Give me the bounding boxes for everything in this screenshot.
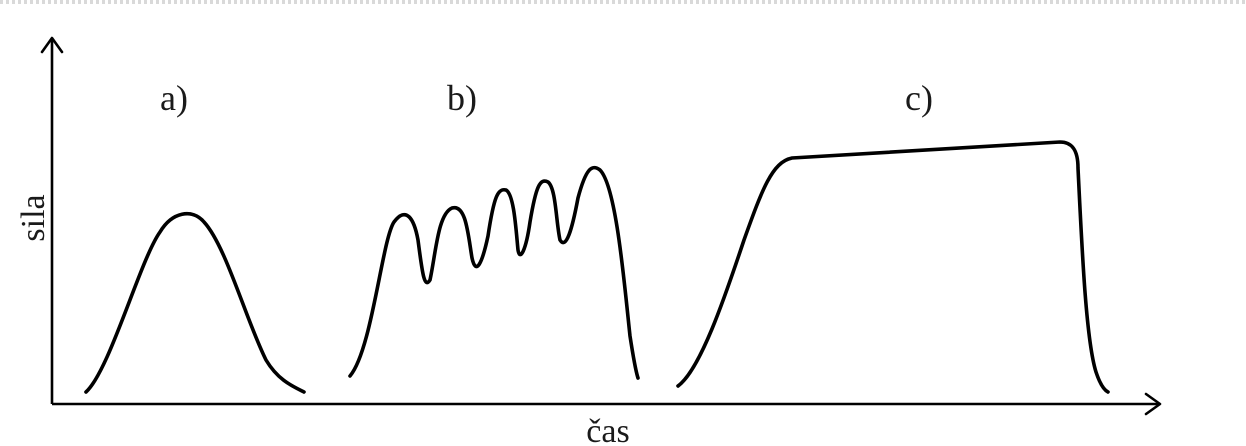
- x-axis-label: čas: [586, 413, 629, 446]
- top-dotted-border: [0, 0, 1246, 4]
- panel-b-label: b): [447, 78, 477, 118]
- curve-c-plateau: [676, 140, 1110, 394]
- curve-b-oscillating-peaks: [348, 165, 640, 380]
- panel-a-label: a): [160, 78, 188, 118]
- y-axis-arrow: [40, 36, 64, 54]
- panel-c-label: c): [905, 78, 933, 118]
- x-axis-arrow: [1144, 392, 1162, 416]
- y-axis-label: sila: [15, 194, 52, 241]
- curve-a-single-peak: [84, 211, 306, 394]
